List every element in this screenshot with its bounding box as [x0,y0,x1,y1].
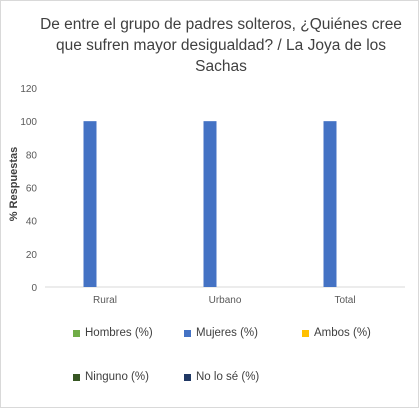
x-tick-label: Rural [93,295,117,306]
legend-swatch-no-lo-se [184,373,191,381]
y-tick-label: 100 [20,117,37,128]
legend-label-ninguno: Ninguno (%) [85,371,149,383]
chart-title-line-2: que sufren mayor desigualdad? / La Joya … [55,37,387,75]
y-tick-label: 20 [26,250,38,261]
y-tick-label: 120 [20,84,37,95]
x-tick-label: Total [334,295,355,306]
legend-item-hombres: Hombres (%) [73,327,153,339]
legend-swatch-ambos [302,329,309,337]
legend-swatch-ninguno [73,373,80,381]
legend-label-hombres: Hombres (%) [85,327,153,339]
bar-urbano-series-1 [203,121,217,288]
y-tick-label: 0 [31,283,37,294]
y-tick-label: 40 [26,217,38,228]
legend-item-mujeres: Mujeres (%) [184,327,258,339]
bar-rural-series-1 [83,121,97,288]
legend-label-ambos: Ambos (%) [314,327,371,339]
y-tick-label: 60 [26,184,38,195]
legend-swatch-mujeres [184,329,191,337]
legend-item-no-lo-se: No lo sé (%) [184,371,259,383]
legend-item-ninguno: Ninguno (%) [73,371,149,383]
legend-label-mujeres: Mujeres (%) [196,327,258,339]
bar-total-series-1 [323,121,337,288]
legend-label-no-lo-se: No lo sé (%) [196,371,260,383]
chart-title: De entre el grupo de padres solteros, ¿Q… [31,14,411,77]
legend-item-ambos: Ambos (%) [302,327,371,339]
y-tick-label: 80 [26,150,38,161]
legend-swatch-hombres [73,329,80,337]
x-tick-label: Urbano [209,295,242,306]
chart-title-line-1: De entre el grupo de padres solteros, ¿Q… [40,16,402,33]
